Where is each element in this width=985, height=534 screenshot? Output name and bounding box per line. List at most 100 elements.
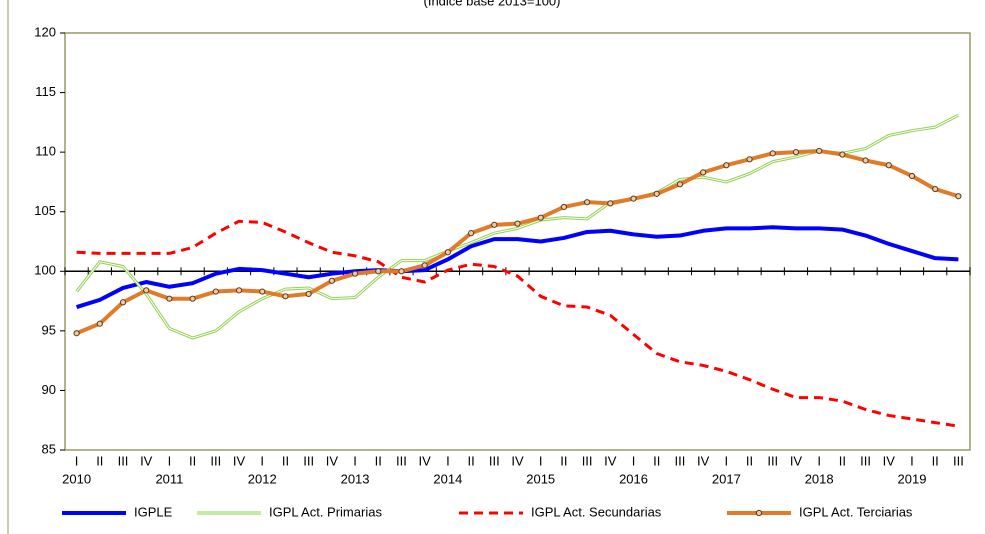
series-marker — [491, 221, 498, 228]
series-marker — [305, 290, 312, 298]
x-tick-label: III — [396, 453, 407, 468]
year-label: 2015 — [526, 471, 555, 486]
x-tick-label: IV — [604, 453, 617, 468]
series-marker — [119, 299, 127, 306]
x-tick-label: III — [675, 453, 686, 468]
x-tick-label: II — [839, 453, 846, 468]
x-tick-label: IV — [883, 453, 896, 468]
plot-area — [64, 32, 971, 451]
series-marker — [769, 150, 776, 157]
series-marker — [189, 295, 196, 302]
series-marker — [73, 330, 80, 337]
series-marker — [700, 169, 707, 176]
x-tick-label: IV — [140, 453, 153, 468]
series-marker — [816, 147, 823, 155]
series-marker — [792, 149, 800, 156]
year-label: 2018 — [805, 471, 834, 486]
year-label: 2010 — [62, 471, 91, 486]
x-tick-label: III — [953, 453, 964, 468]
series-marker — [166, 295, 173, 302]
series-marker — [676, 181, 684, 188]
x-tick-label: II — [653, 453, 660, 468]
series-marker — [351, 270, 359, 277]
series-marker — [723, 162, 730, 169]
x-tick-label: II — [560, 453, 567, 468]
series-marker — [514, 220, 521, 227]
x-tick-label: I — [725, 453, 729, 468]
x-tick-label: III — [767, 453, 778, 468]
series-marker — [653, 190, 660, 197]
series-marker — [259, 288, 266, 295]
series-marker — [444, 249, 451, 256]
x-tick-label: III — [489, 453, 500, 468]
y-tick-label: 120 — [34, 24, 56, 39]
series-marker — [398, 268, 405, 275]
y-tick-label: 95 — [42, 322, 56, 337]
x-tick-label: I — [168, 453, 172, 468]
series-marker — [630, 195, 637, 202]
x-tick-label: III — [303, 453, 314, 468]
series-marker — [746, 156, 753, 163]
series-marker — [932, 185, 939, 193]
x-tick-label: II — [375, 453, 382, 468]
series-marker — [375, 268, 382, 275]
series-marker — [96, 320, 103, 327]
x-tick-label: I — [632, 453, 636, 468]
series-marker — [862, 157, 869, 164]
year-label: 2016 — [619, 471, 648, 486]
legend-label: IGPLE — [134, 504, 173, 519]
year-label: 2012 — [248, 471, 277, 486]
series-marker — [955, 193, 962, 200]
series-marker — [560, 203, 568, 211]
series-marker — [607, 200, 614, 207]
year-label: 2019 — [898, 471, 927, 486]
series-marker — [839, 151, 846, 158]
x-tick-label: IV — [233, 453, 246, 468]
series-marker — [537, 214, 544, 221]
x-tick-label: II — [467, 453, 474, 468]
x-tick-label: III — [860, 453, 871, 468]
x-tick-label: IV — [419, 453, 432, 468]
x-tick-label: III — [210, 453, 221, 468]
x-tick-label: III — [582, 453, 593, 468]
series-marker — [328, 277, 335, 284]
legend-label: IGPL Act. Primarias — [269, 504, 382, 519]
series-marker — [885, 162, 892, 169]
series-marker — [584, 199, 591, 206]
legend-label: IGPL Act. Terciarias — [799, 504, 913, 519]
subtitle: (Índice base 2013=100) — [424, 0, 561, 8]
y-tick-label: 115 — [35, 84, 56, 99]
x-tick-label: II — [282, 453, 289, 468]
series-line — [76, 219, 959, 428]
y-tick-label: 85 — [42, 441, 56, 456]
legend-label: IGPL Act. Secundarias — [531, 504, 662, 519]
y-tick-label: 90 — [42, 382, 56, 397]
y-tick-label: 100 — [34, 263, 56, 278]
x-tick-label: I — [260, 453, 264, 468]
legend-marker — [755, 509, 763, 517]
x-tick-label: I — [353, 453, 357, 468]
x-tick-label: I — [910, 453, 914, 468]
series-marker — [212, 288, 219, 295]
x-tick-label: I — [817, 453, 821, 468]
year-label: 2013 — [341, 471, 370, 486]
x-tick-label: II — [189, 453, 196, 468]
y-tick-label: 110 — [35, 144, 56, 159]
year-label: 2017 — [712, 471, 741, 486]
series-marker — [143, 287, 150, 294]
series-marker — [908, 172, 916, 180]
y-tick-label: 105 — [34, 203, 56, 218]
series-marker — [282, 293, 289, 300]
series-marker — [467, 230, 475, 237]
x-tick-label: IV — [326, 453, 339, 468]
x-tick-label: III — [118, 453, 129, 468]
year-label: 2014 — [433, 471, 462, 486]
x-tick-label: I — [446, 453, 450, 468]
x-tick-label: IV — [790, 453, 803, 468]
x-tick-label: II — [746, 453, 753, 468]
x-tick-label: II — [932, 453, 939, 468]
series-line — [76, 225, 959, 309]
series-marker — [421, 262, 428, 269]
year-label: 2011 — [155, 471, 183, 486]
